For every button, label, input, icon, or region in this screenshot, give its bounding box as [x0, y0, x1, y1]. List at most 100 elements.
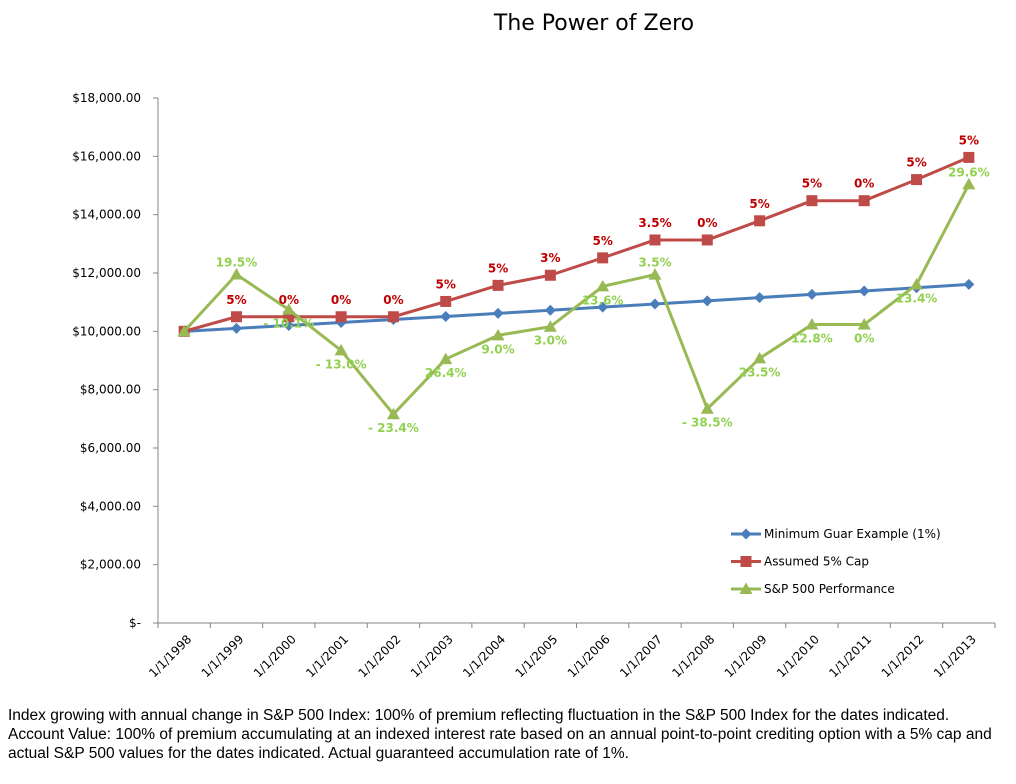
data-point-square: [858, 195, 870, 207]
data-point-square: [754, 215, 766, 227]
x-tick-label: 1/1/2007: [617, 632, 665, 680]
data-point-triangle: [739, 582, 753, 594]
x-tick-label: 1/1/2009: [722, 632, 770, 680]
data-point-triangle: [282, 303, 296, 315]
data-point-triangle: [491, 328, 505, 341]
data-point-square: [283, 311, 295, 323]
x-tick-label: 1/1/2011: [826, 632, 874, 680]
data-point-diamond: [230, 322, 242, 334]
data-point-square: [963, 151, 975, 163]
data-point-diamond: [858, 285, 870, 297]
data-point-diamond: [492, 307, 504, 319]
data-point-diamond: [649, 298, 661, 310]
data-point-square: [649, 234, 661, 246]
data-point-square: [230, 311, 242, 323]
data-point-triangle: [334, 343, 348, 356]
data-point-triangle: [177, 324, 191, 337]
series-line: [183, 156, 970, 333]
legend-label: Assumed 5% Cap: [764, 555, 869, 569]
data-label: 26.4%: [425, 366, 467, 380]
data-point-triangle: [386, 407, 400, 420]
y-tick-label: $18,000.00: [72, 91, 141, 105]
data-point-triangle: [700, 402, 714, 414]
data-label: 0%: [279, 293, 299, 307]
data-point-square: [701, 234, 713, 246]
data-point-diamond: [806, 288, 818, 300]
series-line: [183, 183, 971, 416]
y-tick-label: $14,000.00: [72, 208, 141, 222]
data-label: 0%: [383, 293, 403, 307]
data-point-square: [911, 174, 923, 186]
chart-title: The Power of Zero: [493, 11, 694, 36]
data-point-diamond: [963, 278, 975, 290]
data-label: 0%: [854, 177, 874, 191]
data-label: 3.5%: [638, 256, 671, 270]
legend-label: Minimum Guar Example (1%): [764, 527, 941, 541]
data-label: 12.8%: [791, 332, 833, 346]
y-tick-label: $8,000.00: [80, 383, 141, 397]
data-label: 0%: [854, 332, 874, 346]
data-label: 9.0%: [481, 342, 514, 356]
data-label: 29.6%: [948, 165, 990, 179]
data-label: 5%: [488, 261, 508, 275]
x-tick-label: 1/1/1998: [146, 632, 194, 680]
x-tick-label: 1/1/2004: [460, 632, 508, 680]
y-tick-label: $16,000.00: [72, 149, 141, 163]
x-tick-label: 1/1/2001: [303, 632, 351, 680]
data-point-triangle: [857, 318, 871, 330]
data-label: 23.5%: [739, 365, 781, 379]
legend-label: S&P 500 Performance: [764, 582, 895, 596]
data-label: 3%: [540, 251, 560, 265]
data-point-square: [806, 195, 818, 207]
line-chart: The Power of Zero $- $2,000.00 $4,000.00 $6…: [72, 11, 996, 680]
data-point-triangle: [805, 318, 819, 330]
data-point-square: [544, 269, 556, 281]
y-tick-label: $2,000.00: [80, 558, 141, 572]
data-label: 13.6%: [582, 293, 624, 307]
y-tick-label: $12,000.00: [72, 266, 141, 280]
footnote-text: Index growing with annual change in S&P …: [8, 707, 992, 762]
data-label: - 10.1%: [263, 317, 314, 331]
y-tick-label: $6,000.00: [80, 441, 141, 455]
y-tick-label: $10,000.00: [72, 324, 141, 338]
data-label: 13.4%: [896, 292, 938, 306]
x-tick-label: 1/1/2002: [356, 632, 404, 680]
data-point-diamond: [440, 310, 452, 322]
data-label: - 23.4%: [368, 421, 419, 435]
x-tick-label: 1/1/2010: [774, 632, 822, 680]
data-label: 0%: [331, 293, 351, 307]
data-point-square: [492, 279, 504, 291]
data-point-triangle: [648, 268, 662, 280]
data-point-triangle: [439, 352, 453, 365]
data-point-square: [440, 295, 452, 307]
series-line: [184, 282, 969, 333]
y-tick-label: $4,000.00: [80, 499, 141, 513]
data-point-diamond: [544, 304, 556, 316]
x-tick-label: 1/1/2005: [512, 632, 560, 680]
data-label: 5%: [592, 234, 612, 248]
data-label: 5%: [226, 293, 246, 307]
data-point-square: [740, 556, 752, 567]
data-label: 0%: [697, 216, 717, 230]
data-point-diamond: [754, 292, 766, 304]
data-point-square: [597, 252, 609, 264]
data-label: - 38.5%: [682, 416, 733, 430]
x-tick-label: 1/1/2013: [931, 632, 979, 680]
data-label: 5%: [802, 177, 822, 191]
data-point-triangle: [753, 351, 767, 364]
data-label: 5%: [436, 277, 456, 291]
x-tick-label: 1/1/2012: [879, 632, 927, 680]
x-tick-label: 1/1/2006: [565, 632, 613, 680]
data-point-diamond: [283, 319, 295, 331]
data-point-square: [335, 311, 347, 323]
data-point-triangle: [596, 279, 610, 292]
data-point-diamond: [597, 301, 609, 313]
data-label: - 13.0%: [316, 357, 367, 371]
data-label: 3.0%: [534, 334, 567, 348]
x-tick-label: 1/1/1999: [199, 632, 247, 680]
data-point-square: [387, 311, 399, 323]
data-label: 5%: [749, 197, 769, 211]
y-tick-label: $-: [129, 616, 141, 630]
data-point-triangle: [962, 177, 976, 190]
